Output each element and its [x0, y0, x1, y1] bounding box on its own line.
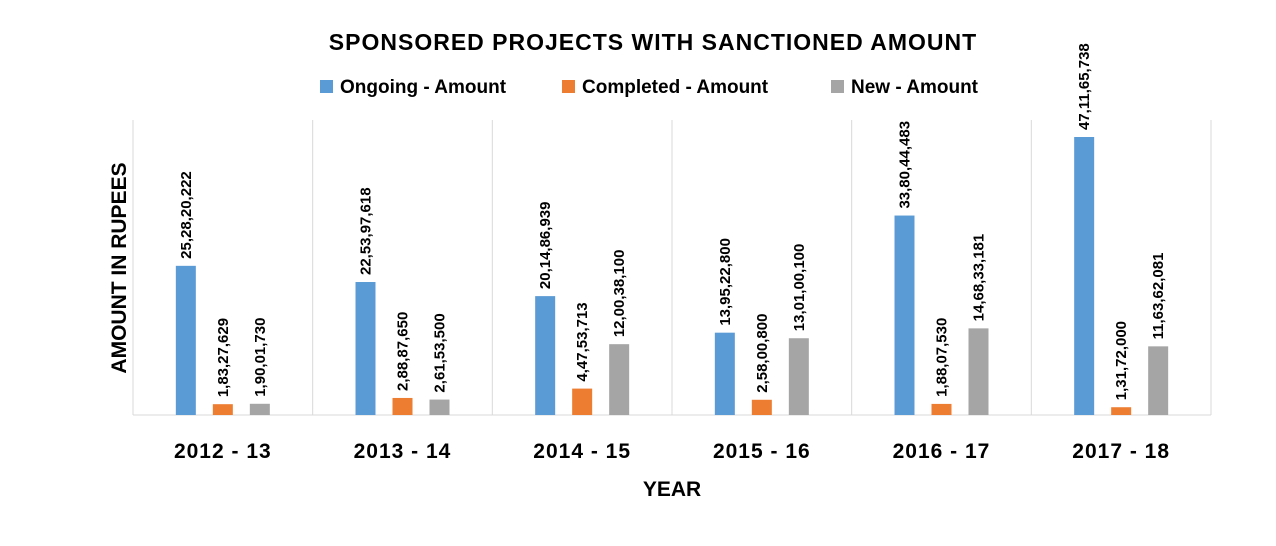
data-labels: 25,28,20,222 1,83,27,629 1,90,01,730 22,53,… — [178, 43, 1167, 400]
legend-label: New - Amount — [851, 77, 979, 98]
chart-title: SPONSORED PROJECTS WITH SANCTIONED AMOUN… — [329, 29, 977, 55]
data-label: 33,80,44,483 — [897, 121, 914, 209]
bar-completed — [572, 388, 593, 415]
legend-swatch — [562, 80, 575, 93]
bar-new — [788, 338, 809, 415]
legend-swatch — [320, 80, 333, 93]
bar-ongoing — [1074, 137, 1095, 415]
bars — [175, 137, 1169, 415]
data-label: 2,88,87,650 — [395, 312, 412, 391]
bar-completed — [1111, 407, 1132, 415]
bar-new — [429, 399, 450, 415]
x-tick-labels: 2012 - 13 2013 - 14 2014 - 15 2015 - 16 2016… — [174, 440, 1170, 463]
data-label: 22,53,97,618 — [358, 187, 375, 275]
legend-label: Ongoing - Amount — [340, 77, 507, 98]
data-label: 13,95,22,800 — [717, 238, 734, 326]
data-label: 1,90,01,730 — [252, 318, 269, 397]
x-tick-label: 2015 - 16 — [713, 440, 811, 463]
legend: Ongoing - Amount Completed - Amount New - … — [320, 77, 979, 98]
bar-new — [1148, 346, 1169, 415]
x-tick-label: 2012 - 13 — [174, 440, 272, 463]
bar-new — [609, 344, 630, 415]
data-label: 1,88,07,530 — [934, 318, 951, 397]
bar-ongoing — [175, 265, 196, 415]
legend-swatch — [831, 80, 844, 93]
y-axis-title: AMOUNT IN RUPEES — [108, 162, 131, 373]
data-label: 14,68,33,181 — [971, 234, 988, 322]
data-label: 1,83,27,629 — [215, 318, 232, 397]
x-tick-label: 2016 - 17 — [893, 440, 991, 463]
legend-label: Completed - Amount — [582, 77, 769, 98]
data-label: 13,01,00,100 — [791, 244, 808, 332]
data-label: 1,31,72,000 — [1113, 321, 1130, 400]
bar-completed — [392, 397, 413, 415]
x-axis-title: YEAR — [643, 478, 701, 501]
bar-completed — [931, 403, 952, 415]
bar-completed — [212, 404, 233, 415]
x-tick-label: 2017 - 18 — [1072, 440, 1170, 463]
bar-ongoing — [894, 215, 915, 415]
bar-new — [968, 328, 989, 415]
data-label: 20,14,86,939 — [537, 202, 554, 290]
data-label: 2,61,53,500 — [432, 313, 449, 392]
x-tick-label: 2014 - 15 — [533, 440, 631, 463]
x-tick-label: 2013 - 14 — [354, 440, 452, 463]
data-label: 4,47,53,713 — [574, 302, 591, 381]
bar-new — [249, 403, 270, 415]
data-label: 12,00,38,100 — [611, 250, 628, 338]
data-label: 2,58,00,800 — [754, 314, 771, 393]
bar-completed — [751, 399, 772, 415]
data-label: 11,63,62,081 — [1150, 253, 1167, 340]
category-separators — [132, 120, 1212, 415]
bar-ongoing — [714, 332, 735, 415]
data-label: 47,11,65,738 — [1076, 43, 1093, 130]
data-label: 25,28,20,222 — [178, 171, 195, 259]
bar-ongoing — [355, 282, 376, 415]
bar-ongoing — [535, 296, 556, 415]
